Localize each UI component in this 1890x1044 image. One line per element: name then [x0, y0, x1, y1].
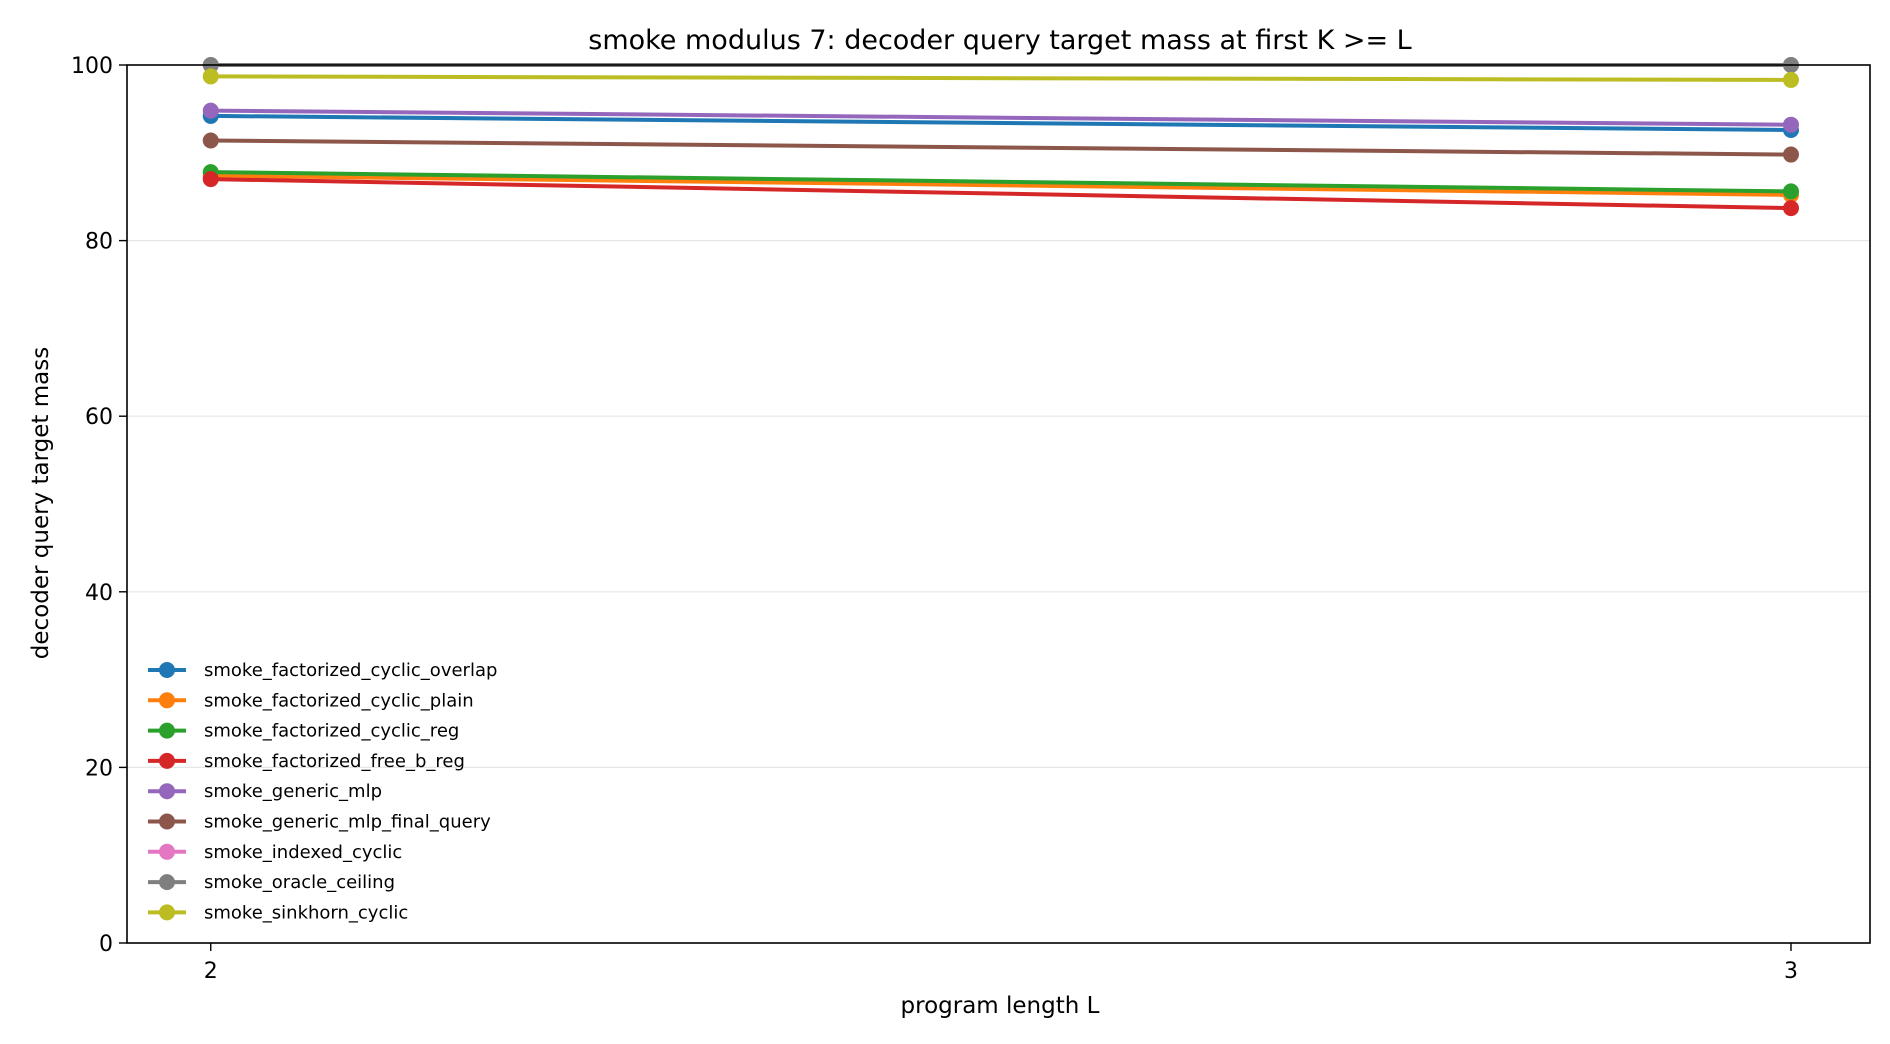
y-tick-label: 60: [85, 405, 113, 430]
legend-item: smoke_generic_mlp_final_query: [148, 812, 491, 833]
data-point: [202, 68, 219, 85]
series-smoke_generic_mlp_final_query: [202, 132, 1799, 163]
data-point: [1782, 71, 1799, 88]
legend-swatch-marker: [159, 813, 175, 830]
data-point: [202, 102, 219, 119]
legend-item: smoke_generic_mlp: [148, 781, 382, 802]
legend-label: smoke_indexed_cyclic: [204, 842, 402, 863]
x-tick-label: 3: [1784, 959, 1798, 984]
legend-item: smoke_oracle_ceiling: [148, 872, 395, 893]
legend-swatch-marker: [159, 843, 175, 860]
series-line: [210, 173, 1792, 197]
y-tick-label: 100: [71, 54, 113, 79]
data-point: [1782, 200, 1799, 217]
legend-swatch-marker: [159, 722, 175, 739]
series-line: [210, 138, 1792, 157]
legend-label: smoke_generic_mlp_final_query: [204, 812, 491, 833]
legend-swatch-marker: [159, 783, 175, 800]
legend-item: smoke_factorized_cyclic_overlap: [148, 660, 497, 681]
legend-item: smoke_sinkhorn_cyclic: [148, 902, 408, 923]
legend-swatch-marker: [159, 752, 175, 769]
y-tick-label: 20: [85, 756, 113, 781]
legend-swatch-marker: [159, 904, 175, 921]
legend-label: smoke_sinkhorn_cyclic: [204, 902, 408, 923]
legend-item: smoke_indexed_cyclic: [148, 842, 402, 863]
series-layer: [202, 57, 1799, 217]
series-line: [210, 108, 1792, 127]
data-point: [1782, 116, 1799, 133]
chart-title: smoke modulus 7: decoder query target ma…: [588, 25, 1411, 56]
legend-swatch-marker: [159, 692, 175, 709]
legend-label: smoke_factorized_cyclic_plain: [204, 690, 474, 711]
legend-label: smoke_factorized_cyclic_overlap: [204, 660, 497, 681]
series-line: [210, 170, 1792, 194]
x-tick-label: 2: [204, 959, 218, 984]
legend-label: smoke_generic_mlp: [204, 781, 382, 802]
y-tick-label: 0: [99, 932, 113, 957]
legend-item: smoke_factorized_cyclic_plain: [148, 690, 474, 711]
data-point: [1782, 183, 1799, 200]
y-tick-label: 40: [85, 581, 113, 606]
y-axis-label: decoder query target mass: [28, 347, 54, 659]
legend-swatch-marker: [159, 662, 175, 678]
legend-item: smoke_factorized_free_b_reg: [148, 751, 465, 772]
series-smoke_sinkhorn_cyclic: [202, 68, 1799, 88]
legend-item: smoke_factorized_cyclic_reg: [148, 721, 459, 742]
data-point: [1782, 146, 1799, 163]
y-axis-ticks: 0 20 40 60 80 100: [71, 54, 127, 957]
x-axis-label: program length L: [901, 993, 1100, 1019]
series-line: [210, 74, 1791, 82]
series-line: [210, 177, 1792, 211]
legend-label: smoke_oracle_ceiling: [204, 872, 395, 893]
data-point: [202, 132, 219, 149]
series-smoke_generic_mlp: [202, 102, 1799, 133]
legend-label: smoke_factorized_cyclic_reg: [204, 721, 459, 742]
series-smoke_factorized_free_b_reg: [202, 171, 1799, 217]
plot-frame: [126, 64, 1871, 944]
series-line: [210, 113, 1792, 132]
y-tick-label: 80: [85, 230, 113, 255]
legend: smoke_factorized_cyclic_overlap smoke_fac…: [148, 660, 497, 923]
legend-label: smoke_factorized_free_b_reg: [204, 751, 465, 772]
legend-swatch-marker: [159, 874, 175, 891]
data-point: [202, 171, 219, 188]
